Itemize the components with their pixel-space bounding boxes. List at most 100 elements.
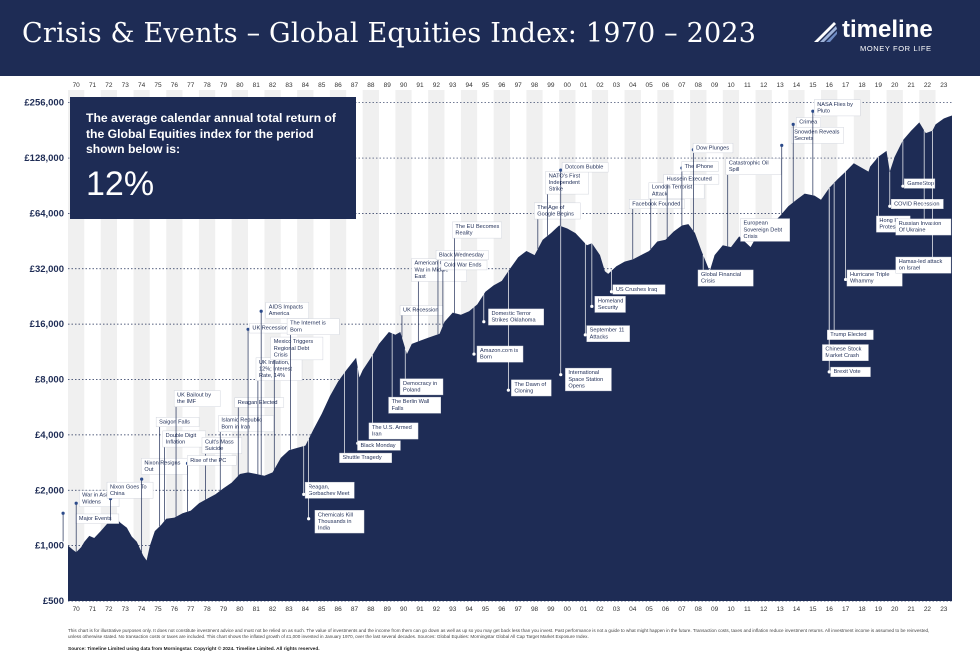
year-label-bottom: 85 xyxy=(318,606,326,613)
annotation-label: Double Digit Inflation xyxy=(166,433,197,446)
annotation-box xyxy=(286,318,340,335)
annotation-label: Democracy in Poland xyxy=(403,381,437,394)
annotation-box xyxy=(629,199,685,210)
annotation-dot xyxy=(74,501,78,505)
year-label-bottom: 13 xyxy=(776,606,784,613)
year-label-bottom: 96 xyxy=(498,606,506,613)
annotation-box xyxy=(440,260,488,271)
year-label-bottom: 92 xyxy=(433,606,441,613)
logo-wordmark: timeline xyxy=(842,16,933,43)
year-label-top: 70 xyxy=(73,82,81,89)
year-label-top: 17 xyxy=(842,82,850,89)
annotation-label: Hurricane Triple Whammy xyxy=(850,272,889,285)
y-tick-label: £500 xyxy=(43,596,64,607)
year-label-top: 16 xyxy=(826,82,834,89)
annotation-label: UK Bailout by the IMF xyxy=(177,393,211,406)
year-label-top: 81 xyxy=(253,82,261,89)
y-tick-label: £32,000 xyxy=(30,264,64,275)
annotation-box xyxy=(187,455,237,466)
year-label-top: 07 xyxy=(678,82,686,89)
annotation-label: The U.S. Armed Iran xyxy=(372,425,412,438)
year-label-bottom: 83 xyxy=(285,606,293,613)
annotation-dot xyxy=(482,320,486,324)
annotation-dot xyxy=(246,327,250,331)
year-label-top: 75 xyxy=(154,82,162,89)
y-tick-label: £256,000 xyxy=(24,98,64,109)
year-label-bottom: 80 xyxy=(236,606,244,613)
year-label-bottom: 88 xyxy=(367,606,375,613)
annotation-dot xyxy=(506,388,510,392)
annotation-label: Global Financial Crisis xyxy=(701,272,741,285)
annotation-label: Islamic Republic Born in Iran xyxy=(221,418,262,431)
annotation-dot xyxy=(780,143,784,147)
year-label-top: 13 xyxy=(776,82,784,89)
annotation-dot xyxy=(609,290,614,294)
annotation-label: Domestic Terror Strikes Oklahoma xyxy=(491,311,536,324)
annotation-label: Crimea xyxy=(799,120,818,126)
year-label-top: 86 xyxy=(334,82,342,89)
year-label-top: 78 xyxy=(204,82,212,89)
annotation-box xyxy=(452,221,502,239)
year-label-top: 18 xyxy=(858,82,866,89)
annotation-label: Dotcom Bubble xyxy=(565,165,603,171)
year-label-bottom: 79 xyxy=(220,606,228,613)
annotation-label: Hamas-led attack on Israel xyxy=(899,259,943,272)
annotation-box xyxy=(830,366,871,377)
annotation-label: Shuttle Tragedy xyxy=(342,455,381,461)
annotation-box xyxy=(476,345,524,363)
annotation-label: September 11 Attacks xyxy=(590,328,625,341)
year-label-bottom: 12 xyxy=(760,606,768,613)
header-bar: Crisis & Events – Global Equities Index:… xyxy=(0,0,980,76)
annotation-label: Black Wednesday xyxy=(439,252,484,258)
annotation-box xyxy=(890,199,944,210)
annotation-label: Major Events xyxy=(79,516,112,522)
brand-logo: timeline MONEY FOR LIFE xyxy=(810,16,960,56)
year-label-top: 99 xyxy=(547,82,555,89)
year-label-bottom: 73 xyxy=(122,606,130,613)
annotation-dot xyxy=(259,309,263,313)
annotation-label: The Berlin Wall Falls xyxy=(392,399,430,412)
annotation-label: The Internet is Born xyxy=(290,321,326,334)
year-label-top: 06 xyxy=(662,82,670,89)
annotation-label: Brexit Vote xyxy=(834,369,861,375)
y-tick-label: £16,000 xyxy=(30,319,64,330)
annotation-box xyxy=(201,437,243,454)
year-label-top: 21 xyxy=(907,82,915,89)
annotation-box xyxy=(822,344,869,361)
year-label-bottom: 11 xyxy=(744,606,751,613)
year-label-bottom: 23 xyxy=(940,606,948,613)
annotation-box xyxy=(895,218,952,236)
year-label-bottom: 05 xyxy=(646,606,654,613)
year-label-top: 85 xyxy=(318,82,326,89)
annotation-label: AIDS Impacts America xyxy=(269,304,303,317)
annotation-box xyxy=(663,174,720,185)
y-tick-label: £128,000 xyxy=(24,153,64,164)
annotation-label: Rise of the PC xyxy=(190,458,226,464)
annotation-box xyxy=(814,99,861,117)
year-label-bottom: 77 xyxy=(187,606,195,613)
year-label-top: 19 xyxy=(875,82,883,89)
year-label-bottom: 17 xyxy=(842,606,850,613)
annotation-dot xyxy=(590,304,594,308)
year-label-top: 98 xyxy=(531,82,539,89)
year-label-bottom: 82 xyxy=(269,606,277,613)
annotation-label: Russian Invasion Of Ukraine xyxy=(899,221,942,234)
y-tick-label: £1,000 xyxy=(35,541,64,552)
annotation-label: US Crushes Iraq xyxy=(616,287,657,293)
year-label-bottom: 02 xyxy=(596,606,604,613)
logo-tagline: MONEY FOR LIFE xyxy=(860,44,932,53)
annotation-label: Chinese Stock Market Crash xyxy=(825,347,861,360)
annotation-label: Nixon Resigns Out xyxy=(144,460,180,473)
annotation-box xyxy=(368,422,419,440)
annotation-dot xyxy=(888,204,892,208)
annotation-box xyxy=(796,117,821,128)
year-label-bottom: 19 xyxy=(875,606,883,613)
year-label-top: 95 xyxy=(482,82,490,89)
annotation-box xyxy=(435,250,489,261)
annotation-box xyxy=(234,397,285,408)
year-label-bottom: 93 xyxy=(449,606,457,613)
annotation-label: London Terrorist Attack xyxy=(652,185,693,198)
year-label-top: 77 xyxy=(187,82,195,89)
annotation-box xyxy=(173,390,221,407)
annotation-dot xyxy=(583,333,587,337)
